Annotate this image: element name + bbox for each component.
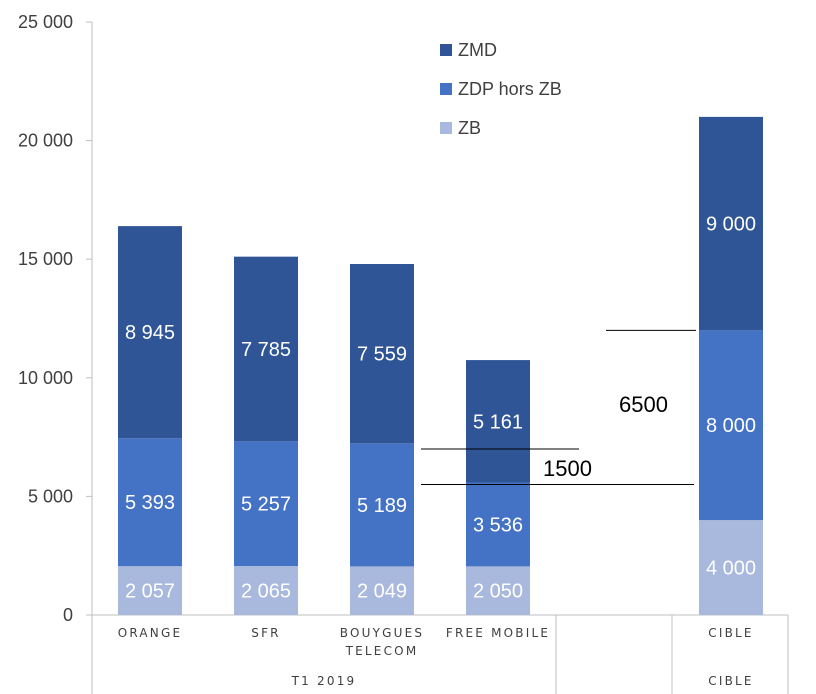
bar-segment <box>118 566 182 615</box>
bar-segment <box>466 566 530 615</box>
data-label: 8 000 <box>706 415 756 437</box>
x-category-label: TELECOM <box>345 644 419 658</box>
data-label: 4 000 <box>706 558 756 580</box>
y-tick-label: 25 000 <box>18 12 73 32</box>
data-label: 8 945 <box>125 322 175 344</box>
bar-segment <box>466 482 530 567</box>
bar-segment <box>350 264 414 444</box>
data-label: 2 049 <box>357 581 407 603</box>
legend-swatch <box>440 44 452 56</box>
data-label: 7 785 <box>241 339 291 361</box>
bar-segment <box>466 360 530 483</box>
data-label: 2 057 <box>125 581 175 603</box>
x-category-label: FREE MOBILE <box>446 626 550 640</box>
legend-label: ZMD <box>458 40 497 60</box>
x-category-label: BOUYGUES <box>340 626 424 640</box>
legend-label: ZDP hors ZB <box>458 79 562 99</box>
legend-label: ZB <box>458 118 481 138</box>
y-tick-label: 15 000 <box>18 249 73 269</box>
y-tick-label: 5 000 <box>28 486 73 506</box>
bar-segment <box>699 520 763 615</box>
bar-segment <box>350 566 414 615</box>
data-label: 3 536 <box>473 514 523 536</box>
bar-segment <box>234 256 298 442</box>
bar-segment <box>699 116 763 331</box>
bar-segment <box>234 441 298 567</box>
annotation-label: 1500 <box>543 456 592 481</box>
data-label: 9 000 <box>706 214 756 236</box>
axis-layer: 0 5 000 10 000 15 000 20 000 25 000 ORANGE SFR B… <box>18 12 789 694</box>
bar-segment <box>118 438 182 567</box>
x-group-label: CIBLE <box>708 674 753 688</box>
y-tick-label: 20 000 <box>18 131 73 151</box>
x-category-label: SFR <box>251 626 280 640</box>
y-tick-label: 10 000 <box>18 368 73 388</box>
data-label: 5 161 <box>473 411 523 433</box>
data-label: 2 050 <box>473 581 523 603</box>
data-label: 7 559 <box>357 344 407 366</box>
data-label: 5 189 <box>357 495 407 517</box>
label-layer: 2 057 5 393 8 945 2 065 5 257 7 785 2 049 5 189… <box>125 214 756 603</box>
bar-segment <box>118 226 182 439</box>
data-label: 2 065 <box>241 581 291 603</box>
x-category-label: ORANGE <box>118 626 183 640</box>
x-category-label: CIBLE <box>708 626 753 640</box>
legend-swatch <box>440 122 452 134</box>
data-label: 5 393 <box>125 492 175 514</box>
annotation-label: 6500 <box>619 392 668 417</box>
legend: ZMD ZDP hors ZB ZB <box>440 40 562 138</box>
y-tick-label: 0 <box>63 605 73 625</box>
data-label: 5 257 <box>241 494 291 516</box>
bar-segment <box>234 566 298 615</box>
bar-segment <box>699 330 763 521</box>
annotation-layer: 6500 1500 <box>421 329 696 486</box>
legend-swatch <box>440 83 452 95</box>
bar-layer <box>118 116 763 615</box>
x-group-label: T1 2019 <box>291 674 357 688</box>
bar-segment <box>350 443 414 567</box>
